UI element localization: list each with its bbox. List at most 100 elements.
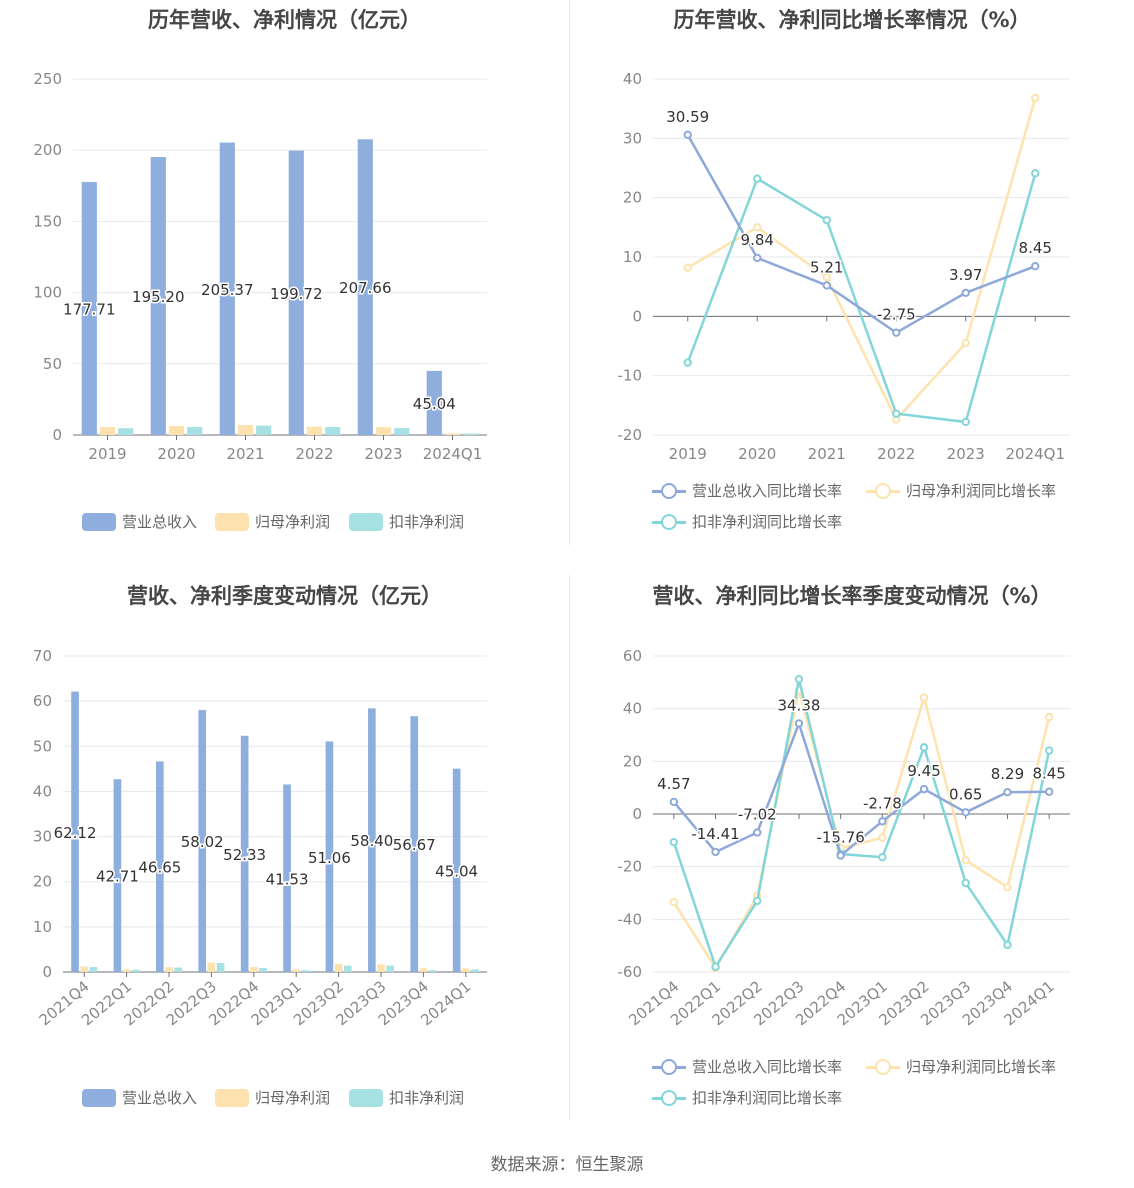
data-label: 45.04 xyxy=(413,395,456,413)
bar-net-profit xyxy=(122,969,131,972)
data-label: 177.71 xyxy=(63,300,116,318)
legend-item-deducted-growth[interactable]: 扣非净利润同比增长率 xyxy=(652,1087,842,1108)
bar-net-profit xyxy=(461,968,470,972)
legend-item-revenue[interactable]: 营业总收入 xyxy=(82,511,197,532)
data-point xyxy=(711,847,720,857)
bar-deducted-profit xyxy=(118,428,134,435)
y-tick-label: 60 xyxy=(33,692,52,710)
legend-item-revenue[interactable]: 营业总收入 xyxy=(82,1087,197,1108)
bar-revenue xyxy=(156,761,164,972)
legend-item-net-growth[interactable]: 归母净利润同比增长率 xyxy=(866,1056,1056,1077)
legend-label: 归母净利润 xyxy=(255,1089,331,1107)
data-point xyxy=(822,216,831,225)
legend-swatch xyxy=(866,482,900,500)
bar-deducted-profit xyxy=(394,428,410,435)
y-tick-label: 20 xyxy=(623,189,642,207)
chart-legend: 营业总收入同比增长率 归母净利润同比增长率 扣非净利润同比增长率 xyxy=(570,1056,1134,1112)
data-label: 5.21 xyxy=(810,258,843,276)
data-label: 46.65 xyxy=(138,859,181,877)
y-tick-label: 40 xyxy=(623,70,642,88)
legend-item-deducted-profit[interactable]: 扣非净利润 xyxy=(349,1087,464,1108)
y-tick-label: 10 xyxy=(623,248,642,266)
bar-net-profit xyxy=(377,964,385,972)
x-tick-label: 2020 xyxy=(157,445,195,463)
y-tick-label: 100 xyxy=(33,284,62,302)
data-label: 195.20 xyxy=(132,288,185,306)
x-tick-label: 2022 xyxy=(877,445,915,463)
data-label: -2.75 xyxy=(877,306,916,324)
quarter-line-panel: 营收、净利同比增长率季度变动情况（%） -60 -40 -20 0 20 40 60 2021… xyxy=(570,576,1134,1121)
data-point xyxy=(919,693,929,702)
data-source-footer: 数据来源：恒生聚源 xyxy=(490,1155,644,1175)
legend-item-net-profit[interactable]: 归母净利润 xyxy=(215,1087,330,1108)
x-tick-label: 2021 xyxy=(808,445,846,463)
data-point xyxy=(1031,169,1040,178)
chart-legend: 营业总收入同比增长率 归母净利润同比增长率 扣非净利润同比增长率 xyxy=(570,480,1134,536)
chart-title: 营收、净利季度变动情况（亿元） xyxy=(127,584,442,608)
legend-swatch xyxy=(349,512,383,531)
bar-deducted-profit xyxy=(386,965,394,972)
y-tick-label: 0 xyxy=(42,963,52,981)
data-point xyxy=(822,281,831,290)
quarter-line-chart: -60-40-2002040602021Q42022Q12022Q22022Q3… xyxy=(618,647,1070,1029)
legend-item-deducted-profit[interactable]: 扣非净利润 xyxy=(349,511,464,532)
bar-deducted-profit xyxy=(325,427,341,435)
data-point xyxy=(836,851,845,860)
legend-swatch xyxy=(82,1088,116,1107)
quarter-bar-panel: 营收、净利季度变动情况（亿元） 0 10 20 30 40 50 60 70 2021Q4 202… xyxy=(0,576,569,1121)
data-point xyxy=(669,837,679,847)
data-label: -2.78 xyxy=(863,794,902,812)
data-point xyxy=(919,743,929,752)
data-point xyxy=(753,253,762,263)
data-label: 58.40 xyxy=(350,832,393,850)
data-point xyxy=(669,898,679,907)
legend-item-revenue-growth[interactable]: 营业总收入同比增长率 xyxy=(652,480,842,501)
bar-revenue xyxy=(410,716,419,972)
legend-swatch xyxy=(652,513,686,531)
data-point xyxy=(794,674,804,684)
x-tick-label: 2023 xyxy=(947,445,985,463)
bar-deducted-profit xyxy=(463,433,479,435)
legend-label: 营业总收入 xyxy=(122,513,198,531)
series-line-2 xyxy=(686,173,1037,424)
quarter-bar-chart: 0102030405060702021Q42022Q12022Q22022Q32… xyxy=(33,647,487,1029)
data-point xyxy=(961,856,970,865)
data-label: 8.45 xyxy=(1019,239,1052,257)
x-tick-label: 2024Q1 xyxy=(1005,445,1065,463)
bar-deducted-profit xyxy=(471,969,479,972)
bar-deducted-profit xyxy=(301,970,310,972)
bar-net-profit xyxy=(80,966,89,972)
y-tick-label: 0 xyxy=(632,307,642,325)
data-label: 207.66 xyxy=(339,279,392,297)
legend-item-revenue-growth[interactable]: 营业总收入同比增长率 xyxy=(652,1056,842,1077)
legend-label: 归母净利润同比增长率 xyxy=(906,1058,1057,1076)
bar-net-profit xyxy=(375,427,392,435)
y-tick-label: 60 xyxy=(623,647,642,665)
y-tick-label: 50 xyxy=(43,355,62,373)
data-point xyxy=(1031,93,1040,103)
data-label: 8.45 xyxy=(1032,765,1065,783)
legend-swatch xyxy=(349,1088,383,1107)
data-point xyxy=(711,962,720,971)
data-label: 41.53 xyxy=(266,870,309,888)
legend-item-deducted-growth[interactable]: 扣非净利润同比增长率 xyxy=(652,511,842,532)
data-point xyxy=(878,817,887,826)
bar-deducted-profit xyxy=(343,965,352,972)
bar-revenue xyxy=(81,181,97,435)
bar-revenue xyxy=(219,142,235,436)
legend-swatch xyxy=(215,1088,249,1107)
legend-item-net-growth[interactable]: 归母净利润同比增长率 xyxy=(866,480,1056,501)
bar-revenue xyxy=(240,735,249,972)
y-tick-label: 50 xyxy=(33,737,52,755)
y-tick-label: -40 xyxy=(618,910,643,928)
x-tick-label: 2024Q1 xyxy=(423,445,483,463)
series-line-0 xyxy=(672,719,1050,858)
x-tick-label: 2021 xyxy=(226,445,264,463)
legend-item-net-profit[interactable]: 归母净利润 xyxy=(215,511,330,532)
series-line-2 xyxy=(672,678,1051,970)
x-tick-label: 2019 xyxy=(669,445,707,463)
bar-net-profit xyxy=(207,962,216,972)
legend-label: 归母净利润 xyxy=(255,513,331,531)
y-tick-label: -20 xyxy=(618,858,643,876)
legend-label: 归母净利润同比增长率 xyxy=(906,482,1057,500)
